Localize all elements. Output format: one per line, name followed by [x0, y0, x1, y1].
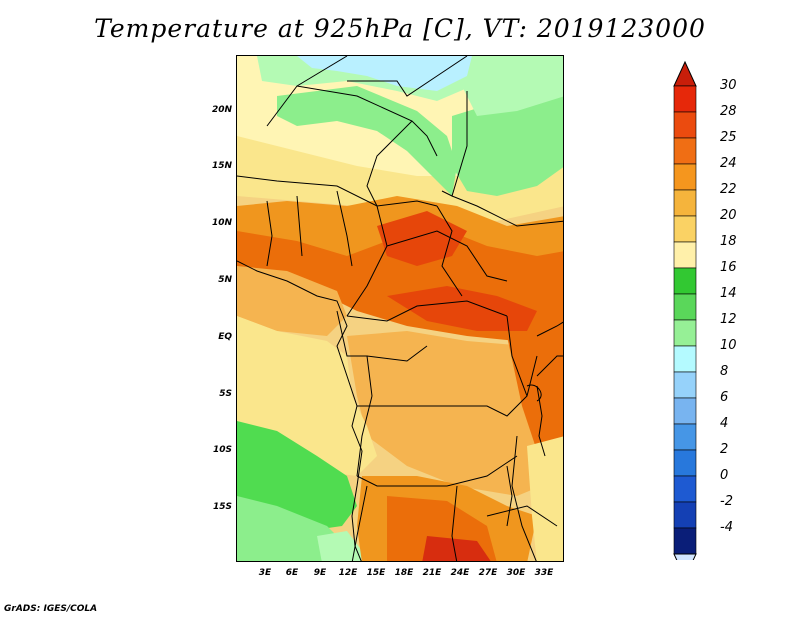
colorbar-swatch [673, 475, 697, 503]
lon-label-9e: 9E [313, 568, 327, 578]
lon-label-30e: 30E [506, 568, 526, 578]
colorbar-swatch [673, 449, 697, 477]
field-central-red2 [387, 286, 537, 331]
lat-label-20n: 20N [211, 105, 232, 115]
lon-label-24e: 24E [450, 568, 470, 578]
colorbar-top-arrow [673, 60, 697, 87]
temperature-field [237, 56, 563, 561]
field-ne-palegreen [462, 56, 563, 116]
map-title: Temperature at 925hPa [C], VT: 201912300… [94, 14, 706, 43]
colorbar-swatch [673, 527, 697, 555]
colorbar-label: 8 [720, 364, 729, 379]
colorbar-swatch [673, 241, 697, 269]
colorbar-label: 12 [720, 312, 737, 327]
temperature-map [236, 55, 564, 562]
colorbar-label: 25 [720, 130, 737, 145]
colorbar-swatch [673, 215, 697, 243]
colorbar-swatch [673, 371, 697, 399]
colorbar-label: 2 [720, 442, 729, 457]
field-se-yellow [527, 436, 563, 561]
colorbar-swatch [673, 319, 697, 347]
colorbar-label: 16 [720, 260, 737, 275]
lon-label-18e: 18E [394, 568, 414, 578]
lon-label-15e: 15E [366, 568, 386, 578]
field-north-green [277, 86, 457, 196]
lon-label-27e: 27E [478, 568, 498, 578]
country-boundaries [237, 56, 563, 561]
lon-label-3e: 3E [258, 568, 272, 578]
colorbar-label: -4 [720, 520, 733, 535]
colorbar-label: 10 [720, 338, 737, 353]
colorbar-swatch [673, 397, 697, 425]
lat-label-10s: 10S [212, 445, 232, 455]
colorbar-label: 24 [720, 156, 737, 171]
colorbar-bottom-arrow [673, 553, 697, 560]
colorbar-label: 30 [720, 78, 737, 93]
colorbar-label: 20 [720, 208, 737, 223]
field-south-red [422, 536, 491, 561]
colorbar-swatch [673, 267, 697, 295]
lon-label-33e: 33E [534, 568, 554, 578]
lat-label-15s: 15S [212, 502, 232, 512]
colorbar-swatch [673, 111, 697, 139]
colorbar-swatch [673, 345, 697, 373]
colorbar-label: 18 [720, 234, 737, 249]
field-congo-lightorange [347, 331, 563, 496]
lat-label-5s: 5S [219, 389, 232, 399]
lat-label-eq: EQ [218, 332, 232, 342]
lon-label-12e: 12E [338, 568, 358, 578]
lon-label-21e: 21E [422, 568, 442, 578]
colorbar-label: 14 [720, 286, 737, 301]
colorbar-swatch [673, 501, 697, 529]
field-west-light-orange [237, 266, 347, 336]
colorbar-label: 0 [720, 468, 729, 483]
colorbar-swatch [673, 137, 697, 165]
colorbar-label: 6 [720, 390, 729, 405]
colorbar-label: 22 [720, 182, 737, 197]
colorbar-swatch [673, 163, 697, 191]
grads-credit: GrADS: IGES/COLA [4, 604, 98, 614]
colorbar-swatch [673, 189, 697, 217]
lon-label-6e: 6E [285, 568, 299, 578]
colorbar [673, 60, 697, 560]
colorbar-label: -2 [720, 494, 733, 509]
lat-label-5n: 5N [218, 275, 232, 285]
colorbar-label: 4 [720, 416, 729, 431]
field-sw-palegreen [317, 531, 362, 561]
lat-label-15n: 15N [211, 161, 232, 171]
colorbar-label: 28 [720, 104, 737, 119]
field-central-red [377, 211, 467, 266]
lat-label-10n: 10N [211, 218, 232, 228]
colorbar-swatch [673, 293, 697, 321]
colorbar-swatch [673, 85, 697, 113]
field-north-lightyellow [237, 136, 563, 221]
field-east-darkorange [507, 331, 563, 456]
colorbar-swatch [673, 423, 697, 451]
